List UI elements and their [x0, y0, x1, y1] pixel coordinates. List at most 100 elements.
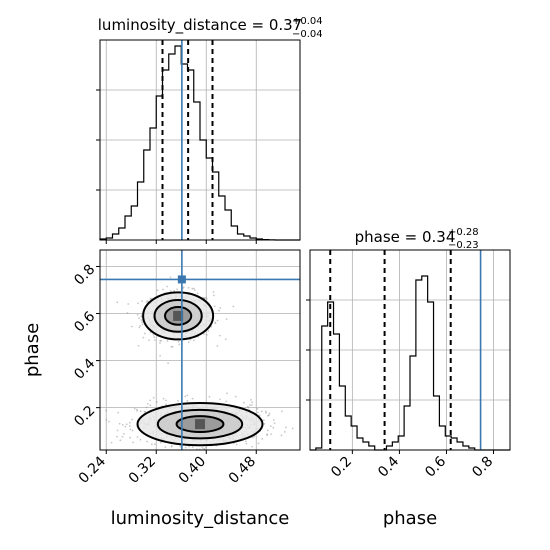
sample-point [247, 406, 250, 409]
sample-point [159, 441, 162, 444]
sample-point [141, 323, 144, 326]
histogram-luminosity-distance [99, 45, 300, 241]
sample-point [166, 285, 168, 288]
sample-point [139, 324, 141, 327]
axes-frame [309, 249, 511, 451]
sample-point [146, 300, 149, 302]
sample-point [131, 418, 134, 421]
sample-point [138, 326, 141, 329]
x-tick-label: 0.32 [126, 454, 159, 487]
sample-point [224, 338, 227, 341]
sample-point [129, 428, 132, 431]
sample-point [136, 409, 138, 412]
sample-point [212, 294, 215, 297]
sample-point [170, 345, 173, 348]
x-tick-label: 0.8 [469, 454, 496, 481]
sample-point [150, 443, 153, 446]
sample-point [214, 322, 217, 325]
sample-point [131, 429, 134, 432]
sample-point [139, 410, 142, 413]
sample-point [145, 406, 148, 409]
sample-point [249, 404, 251, 407]
sample-point [187, 341, 190, 344]
sample-point [188, 445, 190, 448]
axes-frame [99, 39, 301, 241]
sample-point [219, 307, 222, 309]
sample-point [280, 434, 283, 437]
sample-point [119, 439, 122, 442]
contour-line [142, 291, 215, 341]
panel-luminosity-distance-marginal: luminosity_distance = 0.37 +0.04 −0.04 [96, 16, 323, 244]
sample-point [136, 408, 138, 411]
grid [310, 250, 510, 450]
sample-point [116, 301, 119, 304]
sample-point [184, 446, 187, 449]
sample-point [256, 407, 259, 410]
sample-point [226, 392, 228, 395]
panel-phase-marginal: 0.2 0.4 0.6 0.8 phase = 0.34 +0.28 −0.23 ph… [306, 227, 511, 529]
y-tick-label: 0.2 [71, 403, 98, 430]
sample-point [139, 438, 142, 441]
truth-marker [177, 275, 186, 284]
sample-point [108, 420, 110, 423]
contour-line [164, 306, 193, 326]
sample-point [264, 410, 267, 413]
sample-point [216, 319, 219, 322]
sample-point [191, 397, 194, 400]
sample-point [141, 321, 143, 323]
x-axis-label-phase: phase [383, 508, 437, 529]
sample-point [196, 292, 199, 295]
sample-point [261, 437, 264, 440]
sample-point [257, 442, 260, 445]
sample-point [123, 432, 125, 435]
sample-point [205, 298, 208, 300]
x-tick-label: 0.6 [422, 453, 449, 480]
sample-point [140, 319, 143, 321]
sample-point [244, 440, 247, 443]
sample-point [155, 401, 158, 403]
sample-point [212, 291, 215, 293]
sample-point [291, 427, 294, 430]
contour-line [175, 415, 225, 434]
title-lower-error: −0.23 [448, 240, 479, 251]
sample-point [266, 434, 268, 437]
sample-point [143, 410, 146, 413]
density-peak [173, 310, 184, 321]
sample-point [179, 445, 182, 448]
sample-point [203, 333, 205, 335]
sample-point [256, 411, 259, 414]
sample-point [205, 333, 208, 336]
sample-point [136, 436, 139, 438]
sample-point [126, 312, 129, 314]
sample-point [169, 276, 172, 279]
sample-point [146, 402, 149, 405]
sample-point [193, 289, 196, 291]
title-phase: phase = 0.34 [355, 228, 456, 246]
sample-point [133, 407, 136, 410]
title-upper-error: +0.04 [292, 16, 323, 27]
sample-point [186, 399, 189, 402]
sample-point [162, 397, 165, 400]
sample-point [162, 288, 164, 291]
contour-line [153, 299, 203, 333]
sample-point [152, 333, 155, 336]
sample-point [138, 317, 140, 320]
sample-point [213, 305, 216, 308]
sample-point [118, 422, 121, 425]
contour-line [156, 408, 244, 440]
sample-point [160, 339, 163, 342]
contours [136, 291, 264, 447]
sample-point [167, 362, 169, 365]
sample-point [205, 296, 208, 299]
x-tick-label: 0.4 [375, 453, 402, 480]
sample-point [105, 419, 108, 421]
sample-point [203, 447, 205, 450]
y-axis-label-phase: phase [22, 323, 43, 377]
sample-point [253, 435, 256, 438]
sample-point [146, 440, 149, 443]
contour-line [136, 401, 264, 447]
sample-point [149, 297, 152, 300]
sample-point [159, 342, 161, 344]
sample-point [266, 429, 269, 432]
